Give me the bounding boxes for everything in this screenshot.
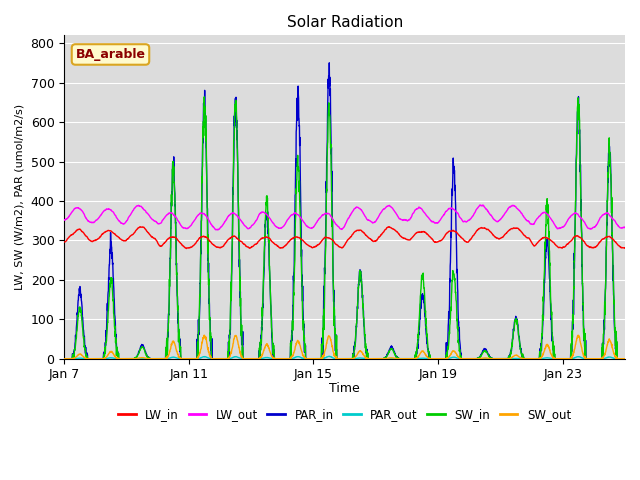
SW_in: [200, 94, 208, 100]
Legend: LW_in, LW_out, PAR_in, PAR_out, SW_in, SW_out: LW_in, LW_out, PAR_in, PAR_out, SW_in, S…: [113, 403, 576, 426]
Text: BA_arable: BA_arable: [76, 48, 145, 61]
SW_in: [621, 356, 628, 361]
LW_in: [621, 245, 628, 251]
Y-axis label: LW, SW (W/m2), PAR (umol/m2/s): LW, SW (W/m2), PAR (umol/m2/s): [15, 104, 25, 290]
SW_out: [264, 343, 272, 349]
SW_in: [184, 356, 192, 361]
SW_in: [148, 356, 156, 361]
PAR_out: [60, 356, 68, 361]
Line: SW_in: SW_in: [64, 97, 625, 359]
SW_in: [264, 217, 272, 223]
PAR_in: [363, 346, 371, 351]
X-axis label: Time: Time: [329, 382, 360, 395]
SW_out: [548, 354, 556, 360]
PAR_out: [621, 356, 628, 361]
PAR_out: [548, 356, 556, 361]
Line: PAR_in: PAR_in: [64, 63, 625, 359]
LW_in: [115, 234, 122, 240]
LW_in: [60, 239, 68, 245]
PAR_in: [60, 356, 68, 361]
PAR_out: [363, 356, 371, 361]
PAR_out: [148, 356, 156, 361]
LW_out: [363, 216, 371, 222]
Line: LW_out: LW_out: [64, 205, 625, 230]
LW_in: [385, 224, 393, 230]
PAR_out: [325, 353, 333, 359]
SW_in: [548, 335, 556, 341]
LW_in: [363, 233, 371, 239]
SW_out: [60, 356, 68, 361]
SW_out: [363, 356, 371, 361]
LW_out: [60, 217, 68, 223]
LW_in: [182, 246, 190, 252]
SW_in: [363, 353, 371, 359]
LW_out: [264, 213, 272, 218]
LW_in: [148, 234, 156, 240]
PAR_out: [115, 356, 122, 361]
LW_out: [184, 225, 192, 231]
PAR_out: [184, 356, 192, 361]
SW_in: [60, 356, 68, 361]
PAR_in: [621, 356, 628, 361]
PAR_out: [264, 355, 271, 360]
PAR_in: [325, 60, 333, 66]
Title: Solar Radiation: Solar Radiation: [287, 15, 403, 30]
LW_out: [621, 224, 628, 230]
SW_out: [184, 356, 192, 361]
SW_out: [621, 356, 628, 361]
SW_out: [115, 355, 122, 361]
LW_out: [549, 218, 557, 224]
PAR_in: [184, 356, 192, 361]
PAR_in: [115, 356, 122, 361]
SW_in: [115, 350, 122, 356]
LW_in: [185, 245, 193, 251]
Line: SW_out: SW_out: [64, 335, 625, 359]
PAR_in: [264, 209, 271, 215]
Line: PAR_out: PAR_out: [64, 356, 625, 359]
LW_out: [148, 216, 156, 222]
SW_out: [148, 356, 156, 361]
Line: LW_in: LW_in: [64, 227, 625, 249]
SW_out: [200, 332, 208, 338]
PAR_in: [148, 356, 156, 361]
LW_in: [549, 239, 557, 245]
LW_out: [115, 218, 122, 224]
LW_out: [476, 202, 484, 208]
LW_in: [264, 234, 272, 240]
LW_out: [214, 227, 222, 233]
PAR_in: [548, 334, 556, 340]
